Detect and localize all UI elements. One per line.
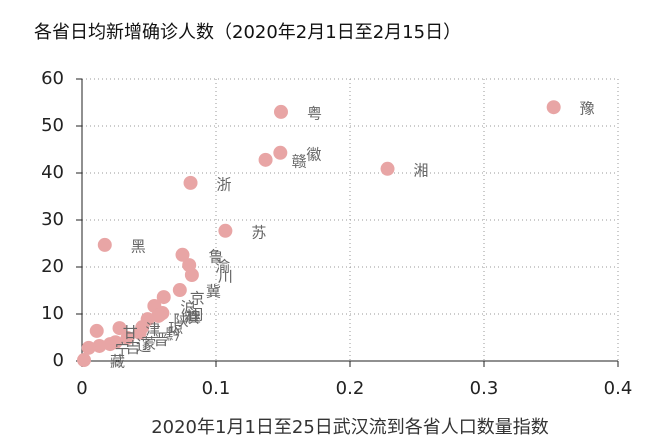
point [120,330,135,345]
point-label: 鲁 [209,247,224,265]
point-label: 粤 [307,104,322,122]
point-label: 苏 [251,223,266,241]
point-label: 冀 [206,283,221,301]
x-tick-label: 0.1 [202,378,231,399]
point [183,175,198,190]
point [184,267,199,282]
x-tick-label: 0.3 [470,378,499,399]
x-axis-label: 2020年1月1日至25日武汉流到各省人口数量指数 [151,417,549,438]
point-label: 吉 [125,338,140,356]
x-tick-label: 0.4 [604,378,633,399]
point-label: 湘 [414,161,429,179]
point-label: 黔 [166,325,181,343]
point [103,337,118,352]
y-tick-label: 30 [41,209,64,230]
point-label: 蒙 [142,335,157,353]
point [258,152,273,167]
point [112,321,127,336]
point-label: 赣 [292,152,307,170]
point-label: 滇 [184,308,199,326]
point [77,353,92,368]
point-label: 桂 [186,307,201,325]
point-label: 渝 [215,258,230,276]
point-label: 琼 [168,320,183,338]
point-label: 陕 [174,312,189,330]
point-label: 徽 [306,145,321,163]
y-tick-label: 50 [41,115,64,136]
point [172,283,187,298]
point [151,308,166,323]
point [89,323,104,338]
point-label: 宁 [115,340,130,358]
point [273,104,288,119]
point-label: 晋 [154,330,169,348]
chart-title: 各省日均新增确诊人数（2020年2月1日至2月15日） [34,22,461,43]
y-tick-label: 20 [41,256,64,277]
y-tick-label: 0 [53,350,64,371]
point-label: 黑 [131,237,146,255]
point [81,340,96,355]
point [132,325,147,340]
point-label: 沪 [180,299,195,317]
y-tick-label: 60 [41,68,64,89]
point-label: 闽 [188,306,203,324]
point-label: 辽 [136,337,151,355]
point [273,145,288,160]
point-label: 川 [218,267,233,285]
point-label: 浙 [217,175,232,193]
point-label: 甘 [123,323,138,341]
point [156,290,171,305]
point-label: 藏 [110,353,125,371]
point [380,161,395,176]
point-label: 津 [146,321,161,339]
point [218,223,233,238]
x-tick-label: 0 [76,378,87,399]
point-label: 京 [190,290,205,308]
point [92,338,107,353]
y-tick-label: 40 [41,162,64,183]
y-tick-label: 10 [41,303,64,324]
point [175,247,190,262]
point [546,100,561,115]
x-tick-label: 0.2 [336,378,365,399]
point [97,237,112,252]
point-label: 豫 [580,100,595,118]
